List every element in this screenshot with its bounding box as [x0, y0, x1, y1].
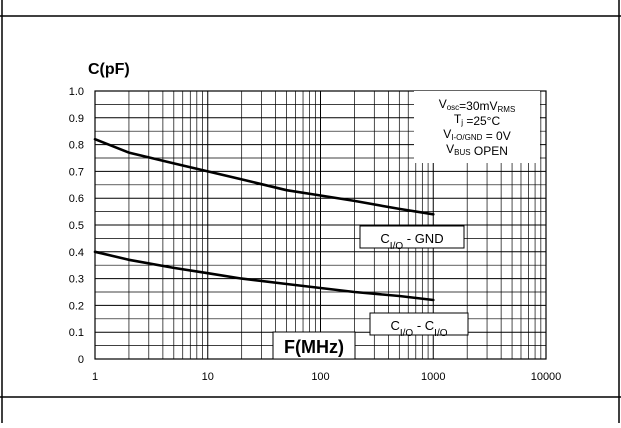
- y-tick-label: 0: [78, 354, 84, 366]
- y-tick-label: 0.6: [69, 193, 84, 205]
- y-tick-label: 0.4: [69, 247, 84, 259]
- condition-line: VI-O/GND = 0V: [443, 127, 510, 143]
- x-axis-title: F(MHz): [284, 337, 344, 357]
- series-label-cio-gnd: CI/O - GND: [359, 225, 465, 252]
- y-tick-label: 0.5: [69, 220, 84, 232]
- x-tick-label: 1: [92, 371, 98, 383]
- x-tick-label: 10000: [531, 371, 562, 383]
- y-tick-label: 0.1: [69, 327, 84, 339]
- grid: [94, 90, 547, 360]
- tick-labels: 0 0.1 0.2 0.3 0.4 0.5 0.6 0.7 0.8 0.9 1.0 1 10 100 100…: [69, 86, 562, 383]
- series-line-1: [93, 137, 435, 216]
- svg-text:CI/O - GND: CI/O - GND: [380, 231, 443, 252]
- x-tick-label: 10: [202, 371, 214, 383]
- condition-line: Tj =25°C: [454, 112, 501, 128]
- y-tick-label: 0.8: [69, 140, 84, 152]
- series-layer: [93, 137, 435, 302]
- x-tick-label: 100: [311, 371, 329, 383]
- y-tick-label: 1.0: [69, 86, 84, 98]
- condition-line: VBUS OPEN: [446, 142, 508, 158]
- series-line-2: [93, 250, 435, 302]
- x-tick-label: 1000: [421, 371, 445, 383]
- y-axis-title: C(pF): [88, 61, 130, 78]
- svg-text:CI/O - CI/O: CI/O - CI/O: [390, 318, 447, 339]
- y-tick-label: 0.7: [69, 166, 84, 178]
- y-tick-label: 0.9: [69, 113, 84, 125]
- x-axis-title-box: F(MHz): [272, 331, 356, 360]
- series-label-cio-cio: CI/O - CI/O: [369, 312, 469, 339]
- y-tick-label: 0.3: [69, 274, 84, 286]
- condition-line: Vosc=30mVRMS: [439, 97, 516, 114]
- y-tick-label: 0.2: [69, 300, 84, 312]
